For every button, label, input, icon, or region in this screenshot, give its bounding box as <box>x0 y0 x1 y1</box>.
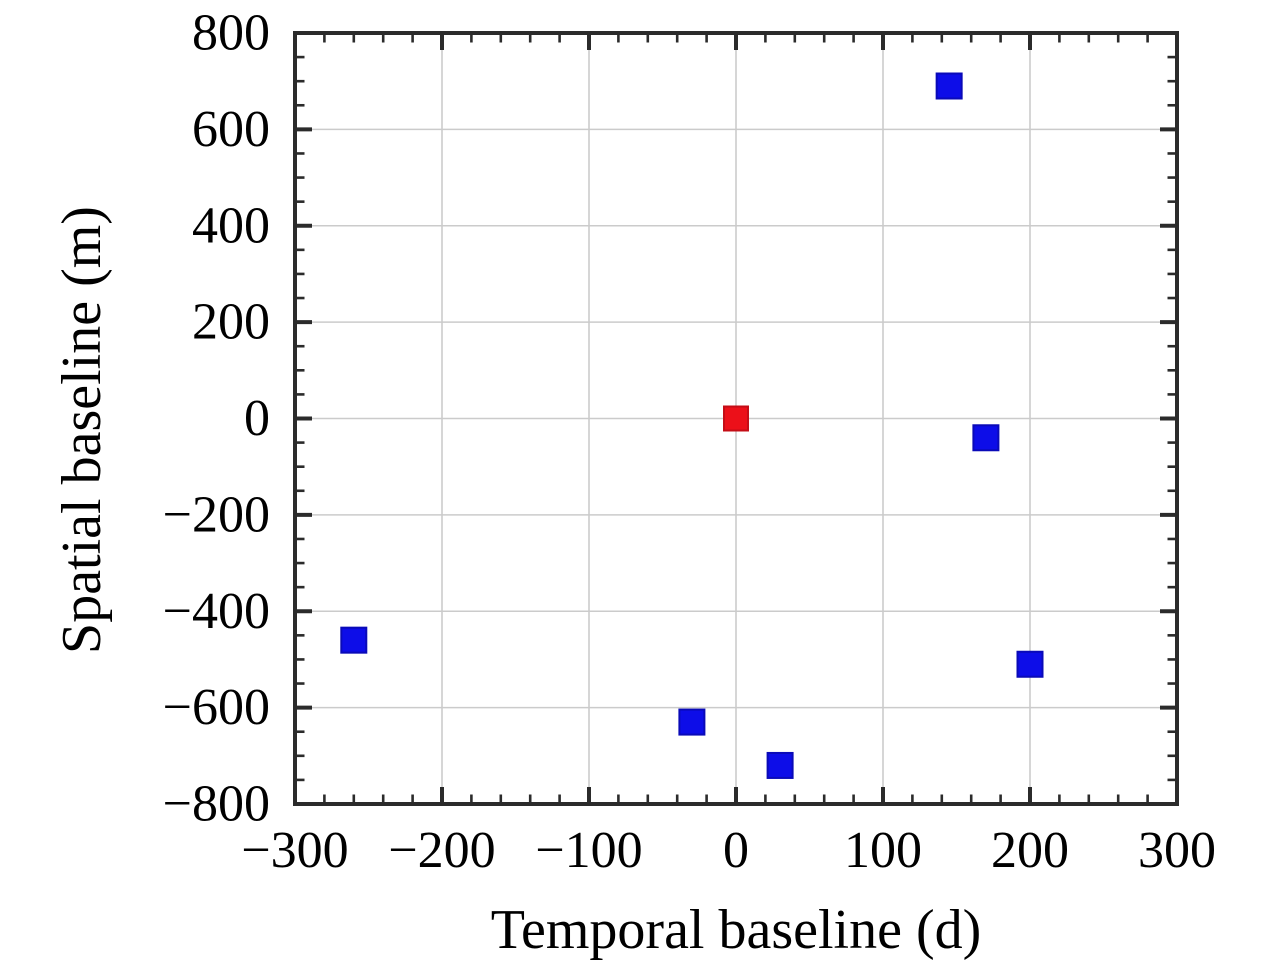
y-tick-label: −600 <box>163 679 270 736</box>
x-tick-label: −100 <box>535 822 642 879</box>
plot-area-border <box>293 31 1179 806</box>
y-tick-label: 800 <box>192 5 270 62</box>
x-tick-label: 100 <box>844 822 922 879</box>
data-point-secondary-acquisitions-blue <box>766 751 794 779</box>
y-axis-label: Spatial baseline (m) <box>51 206 113 654</box>
data-point-secondary-acquisitions-blue <box>972 424 1000 452</box>
y-tick-label: −200 <box>163 486 270 543</box>
y-tick-label: 400 <box>192 197 270 254</box>
y-tick-label: 600 <box>192 101 270 158</box>
x-tick-label: 200 <box>991 822 1069 879</box>
data-point-reference-acquisition-red <box>723 405 749 432</box>
y-tick-label: 0 <box>244 390 270 447</box>
x-tick-label: 300 <box>1138 822 1216 879</box>
data-point-secondary-acquisitions-blue <box>1016 650 1044 678</box>
x-tick-label: 0 <box>723 822 749 879</box>
x-axis-label: Temporal baseline (d) <box>490 899 982 961</box>
data-point-secondary-acquisitions-blue <box>935 72 963 100</box>
data-point-secondary-acquisitions-blue <box>340 626 368 654</box>
x-tick-label: −200 <box>388 822 495 879</box>
x-tick-label: −300 <box>241 822 348 879</box>
y-tick-label: −400 <box>163 583 270 640</box>
y-tick-label: 200 <box>192 294 270 351</box>
data-point-secondary-acquisitions-blue <box>678 708 706 736</box>
y-tick-label: −800 <box>163 776 270 833</box>
